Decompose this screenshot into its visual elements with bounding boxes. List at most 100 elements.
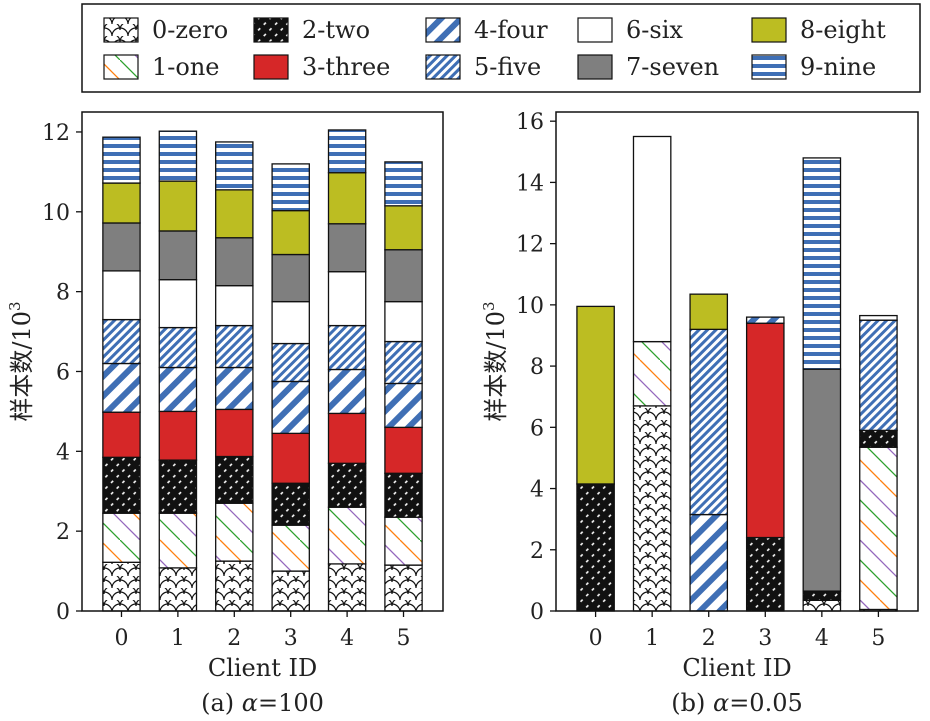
bar-segment-2-two xyxy=(271,482,310,526)
caption-prefix: (b) xyxy=(671,689,713,717)
bar-segment-7-seven xyxy=(802,368,842,592)
bar-segment-9-nine xyxy=(271,163,310,212)
bar-segment-1-one xyxy=(215,502,254,562)
plot-frame xyxy=(81,111,444,612)
bar-segment-5-five xyxy=(327,324,367,371)
bar-segment-5-five xyxy=(859,319,898,432)
bar-segment-6-six xyxy=(632,135,672,343)
bar-segment-4-four xyxy=(215,366,254,411)
legend-swatch xyxy=(103,54,139,80)
legend-item-8-eight: 8-eight xyxy=(751,16,886,44)
y-tick-label: 8 xyxy=(530,355,544,380)
bar-segment-2-two xyxy=(576,483,615,612)
legend-swatch xyxy=(103,17,139,43)
x-tick-label: 5 xyxy=(871,626,885,651)
y-axis-label-exponent: 3 xyxy=(6,301,24,311)
y-tick-label: 12 xyxy=(516,233,544,258)
bar-segment-2-two xyxy=(215,455,254,504)
bar-segment-8-eight xyxy=(102,182,141,224)
y-tick-label: 0 xyxy=(530,600,544,625)
bar-stack-client-1 xyxy=(158,130,198,612)
bar-stack-client-5 xyxy=(384,161,423,612)
legend-label: 2-two xyxy=(302,16,370,44)
y-tick-label: 4 xyxy=(56,440,70,465)
legend-item-5-five: 5-five xyxy=(425,53,541,81)
bar-segment-3-three xyxy=(271,432,310,484)
bar-segment-7-seven xyxy=(215,237,254,287)
legend-label: 9-nine xyxy=(800,53,876,81)
y-tick-label: 12 xyxy=(42,121,70,146)
bar-stack-client-4 xyxy=(327,129,367,612)
legend-swatch xyxy=(751,17,787,43)
bar-segment-0-zero xyxy=(158,567,198,612)
y-axis-label-text: 样本数/10 xyxy=(8,311,36,422)
bar-segment-0-zero xyxy=(384,564,423,612)
bar-stack-client-2 xyxy=(215,141,254,612)
bar-segment-5-five xyxy=(102,318,141,365)
bars xyxy=(102,129,423,612)
bar-segment-8-eight xyxy=(271,209,310,256)
bar-segment-9-nine xyxy=(215,141,254,191)
bar-segment-5-five xyxy=(384,340,423,385)
y-tick-label: 10 xyxy=(516,294,544,319)
legend-item-0-zero: 0-zero xyxy=(103,16,228,44)
y-axis-label: 样本数/103 xyxy=(480,301,510,421)
x-tick-label: 0 xyxy=(114,626,128,651)
caption-symbol: α xyxy=(242,689,258,717)
bar-segment-6-six xyxy=(215,285,254,327)
bar-segment-1-one xyxy=(327,506,367,565)
bar-segment-9-nine xyxy=(327,129,367,174)
legend-swatch xyxy=(751,54,787,80)
legend-swatch xyxy=(577,17,613,43)
bar-segment-3-three xyxy=(215,408,254,458)
bar-segment-1-one xyxy=(102,512,141,563)
bar-segment-7-seven xyxy=(158,230,198,281)
x-tick-label: 4 xyxy=(815,626,829,651)
bar-segment-4-four xyxy=(384,382,423,429)
legend-item-1-one: 1-one xyxy=(103,53,220,81)
caption-prefix: (a) xyxy=(201,689,242,717)
bar-segment-0-zero xyxy=(327,563,367,612)
x-tick-label: 5 xyxy=(397,626,411,651)
bar-stack-client-2 xyxy=(689,293,729,612)
bar-segment-4-four xyxy=(689,513,729,612)
legend-label: 5-five xyxy=(474,53,541,81)
bar-segment-2-two xyxy=(859,429,898,448)
bar-segment-4-four xyxy=(271,380,310,435)
bar-segment-2-two xyxy=(384,472,423,518)
bar-segment-6-six xyxy=(158,279,198,329)
legend-swatch xyxy=(253,54,289,80)
bar-segment-8-eight xyxy=(327,172,367,225)
y-axis-label: 样本数/103 xyxy=(6,301,36,421)
bar-segment-0-zero xyxy=(802,599,842,612)
panel-caption: (b) α=0.05 xyxy=(671,689,802,717)
x-tick-label: 1 xyxy=(171,626,185,651)
bar-stack-client-4 xyxy=(802,157,842,612)
bar-stack-client-3 xyxy=(271,163,310,612)
legend-item-2-two: 2-two xyxy=(253,16,370,44)
y-tick-label: 4 xyxy=(530,478,544,503)
bars xyxy=(576,135,898,612)
x-axis-label: Client ID xyxy=(208,654,317,682)
caption-suffix: =100 xyxy=(258,689,324,717)
y-tick-label: 10 xyxy=(42,201,70,226)
y-axis-label-exponent: 3 xyxy=(480,301,498,311)
bar-segment-0-zero xyxy=(102,561,141,612)
y-tick-label: 6 xyxy=(56,360,70,385)
legend-swatch xyxy=(425,54,461,80)
x-tick-label: 4 xyxy=(340,626,354,651)
panel-caption: (a) α=100 xyxy=(201,689,324,717)
bar-segment-6-six xyxy=(271,300,310,345)
bar-segment-3-three xyxy=(745,322,785,539)
bar-segment-4-four xyxy=(327,368,367,415)
x-tick-label: 3 xyxy=(758,626,772,651)
bar-segment-3-three xyxy=(384,426,423,474)
bar-segment-6-six xyxy=(384,300,423,343)
y-tick-label: 2 xyxy=(56,520,70,545)
x-tick-label: 0 xyxy=(589,626,603,651)
bar-segment-8-eight xyxy=(689,293,729,331)
caption-suffix: =0.05 xyxy=(729,689,803,717)
bar-segment-9-nine xyxy=(384,161,423,207)
